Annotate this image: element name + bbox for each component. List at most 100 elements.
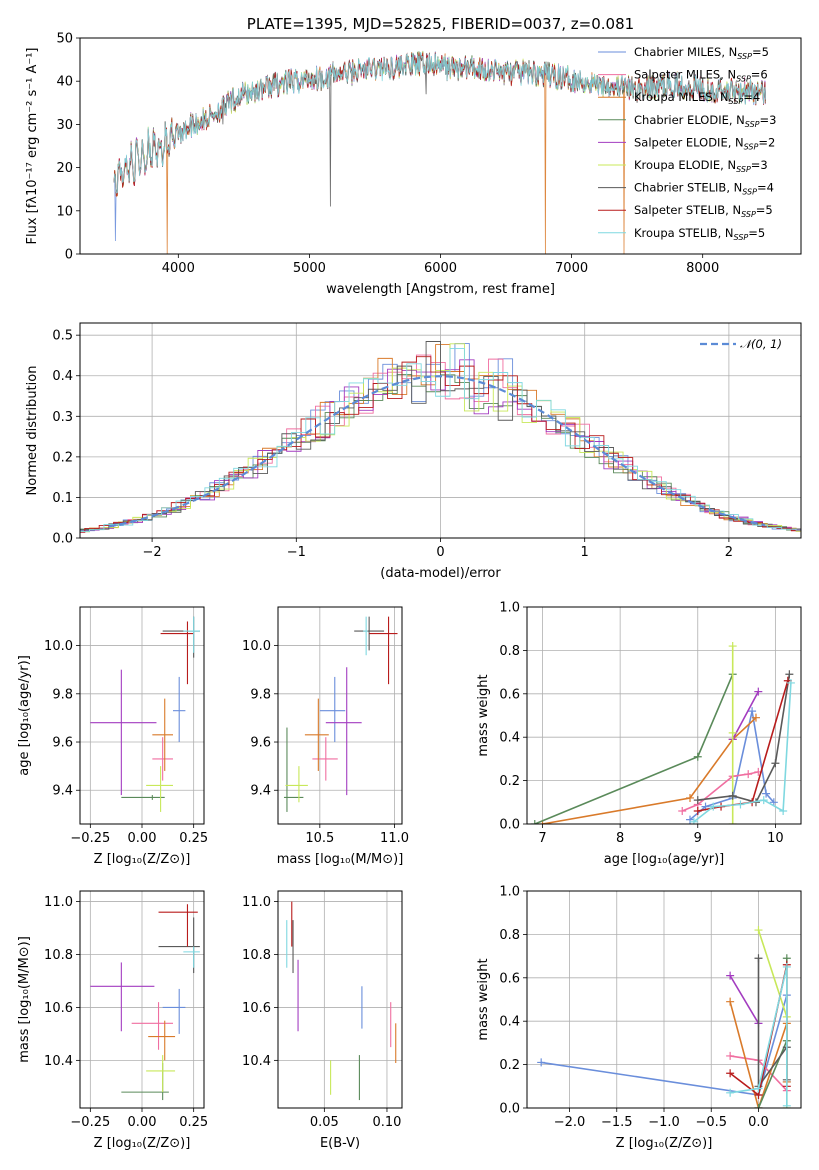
y-axis-label: Flux [fλ10⁻¹⁷ erg cm⁻² s⁻¹ A⁻¹]	[25, 48, 40, 245]
axes-frame	[79, 322, 802, 539]
y-tick-label: 11.0	[44, 895, 73, 910]
x-tick-label: 0	[436, 545, 444, 560]
legend-label-normal: 𝒩(0, 1)	[740, 337, 782, 351]
legend-label-subscript: SSP	[734, 233, 749, 242]
legend-label-subscript: SSP	[736, 75, 751, 84]
y-tick-label: 10.0	[44, 639, 73, 654]
x-tick-label: −2	[143, 545, 162, 560]
weight-marker-chabrier-elodie	[754, 1104, 763, 1108]
y-tick-label: 0.4	[499, 1015, 520, 1030]
legend-label-subscript: SSP	[737, 52, 752, 61]
axes-mass-vs-ebv: 0.05 0.10 10.4 10.6 10.8 11.0 E(B-V)	[242, 890, 403, 1151]
y-tick-label: 10.8	[44, 948, 73, 963]
weight-marker-salpeter-elodie	[726, 971, 735, 980]
weight-marker-kroupa-stelib	[709, 802, 718, 811]
plot-area-weight-vs-age	[527, 607, 801, 824]
y-tick-label: 0.1	[52, 491, 73, 506]
weight-marker-salpeter-elodie	[754, 687, 763, 696]
weight-marker-kroupa-stelib	[689, 817, 698, 824]
x-tick-label: 0.25	[179, 831, 208, 846]
x-tick-label: 5000	[293, 261, 326, 276]
spectrum-line-kroupa-stelib	[113, 52, 766, 194]
weight-marker-chabrier-miles	[762, 789, 771, 798]
y-tick-label: 11.0	[242, 895, 271, 910]
x-tick-label: 0.25	[179, 1115, 208, 1130]
axes-age-vs-z: −0.25 0.00 0.25 9.4 9.6 9.8 10.0 Z [log₁₀(Z/Z⊙)…	[17, 606, 208, 867]
y-tick-label: 0	[65, 248, 73, 263]
axes-frame	[526, 890, 802, 1109]
axes-frame	[526, 606, 802, 825]
y-tick-label: 9.8	[250, 687, 271, 702]
legend-label-chabrier-stelib: Chabrier STELIB, NSSP=4	[634, 181, 774, 197]
x-tick-label: −1	[287, 545, 306, 560]
weight-marker-kroupa-stelib	[736, 800, 745, 809]
y-tick-label: 20	[56, 161, 73, 176]
axes-frame	[277, 606, 403, 825]
x-axis-label: E(B-V)	[320, 1136, 360, 1151]
normal-curve	[108, 375, 766, 528]
weight-marker-kroupa-elodie	[728, 728, 737, 737]
x-tick-label: −0.5	[695, 1115, 727, 1130]
x-tick-label: 10	[767, 831, 784, 846]
weight-marker-kroupa-miles	[726, 997, 735, 1006]
legend-label-tail: =5	[756, 203, 773, 217]
x-tick-label: 1	[581, 545, 589, 560]
x-tick-label: 2	[725, 545, 733, 560]
legend-label-subscript: SSP	[736, 165, 751, 174]
weight-marker-salpeter-miles	[726, 1051, 735, 1060]
y-tick-label: 1.0	[499, 885, 520, 900]
weight-line-kroupa-stelib	[693, 682, 792, 823]
x-tick-label: 0.00	[128, 831, 157, 846]
legend-label-salpeter-stelib: Salpeter STELIB, NSSP=5	[634, 203, 773, 219]
legend-label-tail: =5	[748, 226, 765, 240]
x-tick-label: 11.0	[380, 831, 409, 846]
weight-marker-chabrier-elodie	[530, 820, 539, 824]
y-tick-label: 9.4	[52, 784, 73, 799]
x-axis-label: Z [log₁₀(Z/Z⊙)]	[94, 1136, 191, 1151]
legend-label-main: Chabrier MILES, N	[634, 45, 737, 59]
weight-marker-kroupa-stelib	[726, 1088, 735, 1097]
weight-marker-kroupa-miles	[751, 713, 760, 722]
legend-label-subscript: SSP	[741, 210, 756, 219]
x-tick-label: 9	[694, 831, 702, 846]
legend-label-main: Chabrier STELIB, N	[634, 181, 742, 195]
legend-label-salpeter-miles: Salpeter MILES, NSSP=6	[634, 68, 768, 84]
weight-marker-kroupa-stelib	[779, 806, 788, 815]
x-tick-label: 8	[616, 831, 624, 846]
x-tick-label: 0.05	[310, 1115, 339, 1130]
weight-marker-kroupa-elodie	[754, 926, 763, 935]
weight-marker-kroupa-stelib	[754, 1084, 763, 1093]
y-axis-label: Normed distribution	[25, 366, 40, 496]
x-tick-label: −1.0	[648, 1115, 680, 1130]
legend-label-subscript: SSP	[745, 120, 760, 129]
y-tick-label: 9.6	[250, 736, 271, 751]
legend-label-main: Kroupa MILES, N	[634, 90, 729, 104]
y-tick-label: 0.5	[52, 329, 73, 344]
x-tick-label: −2.0	[554, 1115, 586, 1130]
y-tick-label: 0.6	[499, 971, 520, 986]
y-tick-label: 0.6	[499, 687, 520, 702]
y-tick-label: 0.4	[52, 369, 73, 384]
y-axis-label: mass weight	[476, 674, 491, 756]
weight-marker-chabrier-miles	[748, 707, 757, 716]
x-tick-label: 0.0	[748, 1115, 769, 1130]
legend-label-main: Kroupa STELIB, N	[634, 226, 734, 240]
weight-marker-chabrier-stelib	[693, 796, 702, 805]
legend-label-subscript: SSP	[742, 188, 757, 197]
y-tick-label: 0.8	[499, 928, 520, 943]
y-tick-label: 9.6	[52, 736, 73, 751]
y-tick-label: 30	[56, 118, 73, 133]
x-tick-label: 0.00	[128, 1115, 157, 1130]
axes-frame	[277, 890, 403, 1109]
y-tick-label: 9.4	[250, 784, 271, 799]
legend-label-subscript: SSP	[744, 142, 759, 151]
weight-line-salpeter-miles	[681, 771, 759, 812]
weight-marker-kroupa-stelib	[782, 1101, 791, 1108]
x-tick-label: 7000	[555, 261, 588, 276]
y-tick-label: 0.2	[52, 450, 73, 465]
axes-residuals: −2 −1 0 1 2 0.0 0.1 0.2 0.3 0.4 0.5 (data-model)/er…	[25, 322, 802, 581]
x-tick-label: 10.5	[305, 831, 334, 846]
x-tick-label: 6000	[424, 261, 457, 276]
